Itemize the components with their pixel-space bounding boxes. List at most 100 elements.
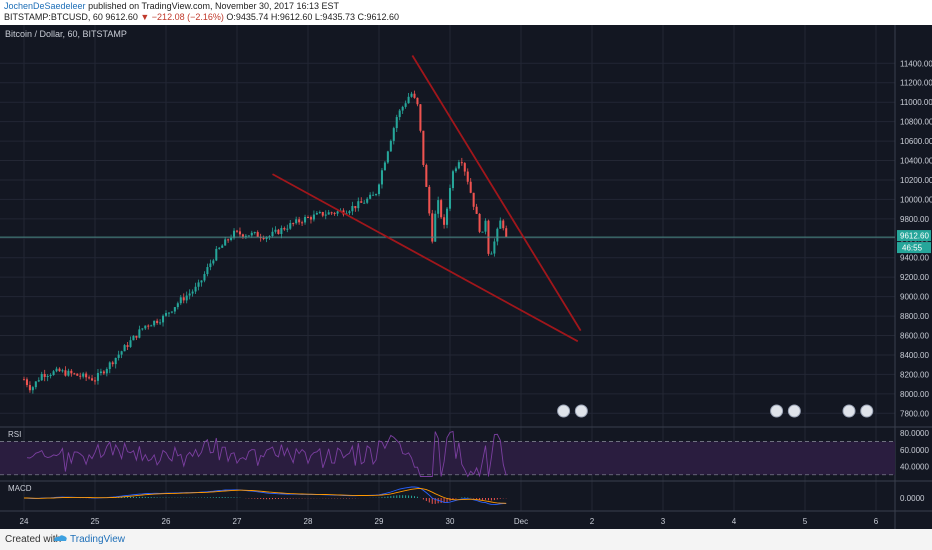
candle-up — [37, 380, 40, 382]
created-with-text: Created with — [5, 534, 62, 545]
candle-up — [312, 214, 315, 220]
price-tick-label: 10200.00 — [900, 176, 932, 185]
candle-up — [499, 220, 502, 229]
candle-up — [410, 93, 413, 97]
candle-down — [111, 362, 114, 365]
candle-up — [82, 373, 85, 377]
candle-down — [475, 206, 478, 214]
candle-up — [164, 313, 168, 316]
chart-area[interactable]: 11400.00 11200.00 11000.00 10800.00 10600.00… — [0, 25, 932, 529]
candle-up — [392, 128, 395, 141]
candle-up — [162, 315, 165, 323]
price-tick-label: 9200.00 — [900, 273, 929, 282]
candle-up — [170, 311, 173, 313]
candle-down — [227, 239, 230, 241]
candle-up — [34, 381, 37, 388]
candle-up — [144, 325, 147, 329]
candle-up — [191, 291, 194, 294]
time-tick-label: Dec — [514, 517, 528, 526]
candle-down — [25, 379, 28, 386]
author-link[interactable]: JochenDeSaedeleer — [4, 1, 86, 11]
candle-up — [481, 231, 484, 233]
price-tick-label: 8600.00 — [900, 332, 929, 341]
candle-up — [271, 231, 274, 237]
candle-up — [250, 232, 253, 236]
candle-up — [206, 267, 209, 275]
candle-up — [230, 237, 233, 241]
candle-up — [324, 214, 327, 216]
candle-up — [457, 162, 460, 169]
candle-down — [321, 211, 324, 216]
candle-down — [277, 229, 280, 234]
candle-up — [434, 213, 437, 242]
candle-up — [286, 228, 289, 230]
candle-down — [333, 212, 336, 214]
candle-down — [360, 201, 363, 203]
candle-down — [283, 228, 286, 230]
event-flag-icon — [842, 404, 856, 418]
chart-svg[interactable]: 11400.00 11200.00 11000.00 10800.00 10600.00… — [0, 25, 932, 529]
time-tick-label: 5 — [803, 517, 808, 526]
event-info-icon — [787, 404, 801, 418]
price-tick-label: 8200.00 — [900, 370, 929, 379]
macd-signal-line — [24, 488, 507, 504]
candle-down — [431, 213, 434, 242]
candle-up — [253, 232, 256, 234]
candle-up — [377, 184, 381, 195]
candle-up — [159, 322, 162, 324]
candle-down — [306, 217, 310, 219]
candle-up — [61, 370, 64, 372]
event-info-icon — [860, 404, 874, 418]
candle-down — [469, 181, 472, 193]
candle-up — [209, 263, 212, 268]
candle-up — [55, 368, 58, 372]
price-tick-label: 11000.00 — [900, 98, 932, 107]
candle-up — [167, 312, 170, 314]
candle-down — [422, 130, 425, 165]
candle-down — [238, 231, 241, 235]
candle-down — [292, 223, 295, 225]
tradingview-brand[interactable]: TradingView — [70, 534, 126, 545]
time-tick-label: 24 — [20, 517, 29, 526]
price-tick-label: 9000.00 — [900, 293, 929, 302]
candle-up — [114, 357, 117, 365]
candle-up — [247, 235, 250, 237]
price-tick-label: 10400.00 — [900, 157, 932, 166]
rsi-band — [0, 441, 895, 475]
candle-up — [336, 211, 339, 214]
candle-up — [49, 375, 52, 377]
trendline — [272, 173, 579, 343]
last-price-badge — [897, 230, 931, 242]
candle-down — [91, 378, 94, 381]
candle-down — [64, 370, 67, 376]
time-tick-label: 25 — [91, 517, 100, 526]
candle-up — [318, 211, 321, 213]
candle-up — [375, 194, 378, 196]
candle-up — [357, 201, 360, 209]
candle-up — [194, 286, 197, 292]
candle-down — [93, 380, 97, 382]
price-tick-label: 8000.00 — [900, 390, 929, 399]
candle-down — [419, 104, 422, 131]
candle-up — [141, 328, 144, 330]
event-flag-icon — [557, 404, 571, 418]
candle-up — [372, 194, 375, 196]
candle-up — [496, 228, 499, 242]
candle-down — [505, 228, 508, 238]
candle-up — [132, 335, 135, 341]
candle-up — [153, 320, 156, 326]
candle-up — [99, 371, 102, 374]
price-tick-label: 10800.00 — [900, 118, 932, 127]
candle-down — [309, 217, 312, 220]
time-tick-label: 26 — [162, 517, 171, 526]
publication-header: JochenDeSaedeleer published on TradingVi… — [0, 0, 932, 24]
candle-up — [117, 354, 120, 358]
rsi-label: RSI — [8, 430, 21, 439]
time-tick-label: 27 — [233, 517, 242, 526]
candle-up — [395, 117, 398, 129]
time-tick-label: 2 — [590, 517, 595, 526]
tradingview-logo-icon — [54, 535, 67, 541]
candle-up — [224, 239, 227, 246]
candle-down — [440, 200, 443, 218]
candle-up — [212, 260, 215, 264]
